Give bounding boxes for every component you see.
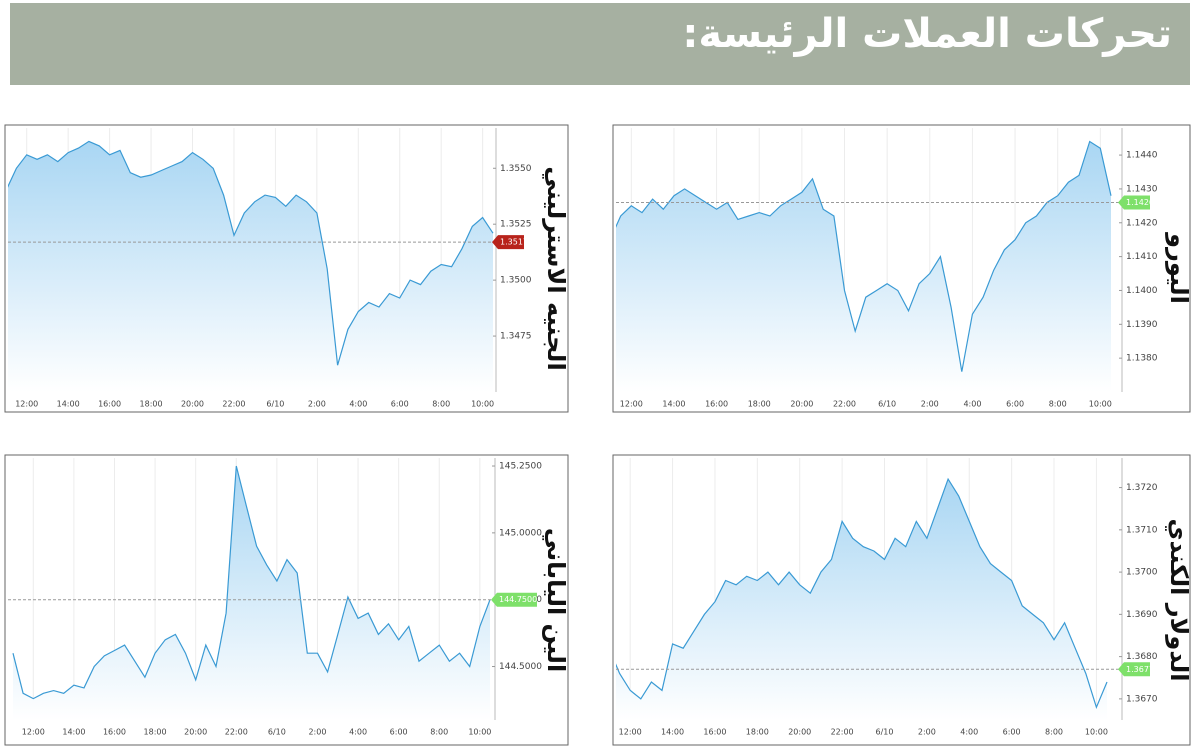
x-tick-label: 22:00 — [831, 728, 854, 737]
x-tick-label: 10:00 — [1085, 728, 1108, 737]
x-tick-label: 2:00 — [921, 400, 939, 409]
x-tick-label: 22:00 — [833, 400, 856, 409]
line — [616, 140, 1112, 372]
x-tick-label: 6/10 — [268, 728, 286, 737]
x-tick-label: 6/10 — [878, 400, 896, 409]
x-tick-label: 20:00 — [181, 400, 204, 409]
y-tick-label: 1.1400 — [1126, 286, 1158, 296]
area — [8, 141, 493, 392]
x-tick-label: 6:00 — [390, 728, 408, 737]
current-marker — [1118, 662, 1150, 677]
x-tick-label: 2:00 — [308, 728, 326, 737]
y-tick-label: 145.2500 — [499, 462, 542, 472]
x-tick-label: 4:00 — [963, 400, 981, 409]
area — [616, 479, 1107, 720]
x-tick-label: 2:00 — [308, 400, 326, 409]
x-tick-label: 6:00 — [391, 400, 409, 409]
x-tick-label: 22:00 — [225, 728, 248, 737]
x-tick-label: 8:00 — [1049, 400, 1067, 409]
x-tick-label: 14:00 — [661, 728, 684, 737]
y-tick-label: 144.5000 — [499, 662, 542, 672]
x-tick-label: 22:00 — [222, 400, 245, 409]
x-tick-label: 6:00 — [1006, 400, 1024, 409]
current-marker — [492, 235, 524, 250]
x-tick-label: 12:00 — [620, 400, 643, 409]
x-tick-label: 12:00 — [22, 728, 45, 737]
x-tick-label: 6/10 — [266, 400, 284, 409]
x-tick-label: 12:00 — [619, 728, 642, 737]
y-tick-label: 1.1390 — [1126, 320, 1158, 330]
y-tick-label: 1.3475 — [500, 332, 532, 342]
x-tick-label: 16:00 — [98, 400, 121, 409]
current-label: 144.7500 — [499, 595, 537, 604]
y-tick-label: 1.3680 — [1126, 652, 1158, 662]
x-tick-label: 18:00 — [746, 728, 769, 737]
current-marker — [1118, 195, 1150, 210]
y-tick-label: 1.3670 — [1126, 694, 1158, 704]
x-tick-label: 8:00 — [430, 728, 448, 737]
y-tick-label: 1.1420 — [1126, 218, 1158, 228]
y-tick-label: 145.0000 — [499, 528, 542, 538]
header-title: تحركات العملات الرئيسة: — [682, 11, 1172, 57]
area — [616, 141, 1111, 392]
y-tick-label: 1.3720 — [1126, 483, 1158, 493]
current-label: 1.3517 — [500, 238, 528, 247]
x-tick-label: 18:00 — [144, 728, 167, 737]
y-tick-label: 1.1380 — [1126, 354, 1158, 364]
y-tick-label: 1.3690 — [1126, 610, 1158, 620]
x-tick-label: 14:00 — [662, 400, 685, 409]
chart-title: الين الياباني — [542, 528, 570, 672]
x-tick-label: 12:00 — [15, 400, 38, 409]
line — [616, 477, 1108, 710]
x-tick-label: 18:00 — [140, 400, 163, 409]
x-tick-label: 4:00 — [349, 728, 367, 737]
x-tick-label: 10:00 — [1089, 400, 1112, 409]
x-tick-label: 2:00 — [918, 728, 936, 737]
current-label: 1.1426 — [1126, 198, 1154, 207]
x-tick-label: 20:00 — [184, 728, 207, 737]
y-tick-label: 1.3500 — [500, 276, 532, 286]
header-bar: تحركات العملات الرئيسة: — [10, 3, 1190, 85]
x-tick-label: 8:00 — [1045, 728, 1063, 737]
chart-title: الجنيه الاسترليني — [542, 166, 570, 370]
x-tick-label: 4:00 — [349, 400, 367, 409]
x-tick-label: 8:00 — [432, 400, 450, 409]
area — [13, 466, 490, 720]
x-tick-label: 6/10 — [876, 728, 894, 737]
x-tick-label: 14:00 — [57, 400, 80, 409]
x-tick-label: 20:00 — [790, 400, 813, 409]
chart-title: اليورو — [1165, 232, 1193, 304]
current-marker — [491, 592, 537, 607]
x-tick-label: 16:00 — [703, 728, 726, 737]
y-tick-label: 1.1430 — [1126, 184, 1158, 194]
y-tick-label: 1.3525 — [500, 220, 532, 230]
y-tick-label: 1.1440 — [1126, 151, 1158, 161]
y-tick-label: 1.1410 — [1126, 252, 1158, 262]
line — [12, 465, 491, 700]
x-tick-label: 16:00 — [705, 400, 728, 409]
x-tick-label: 10:00 — [468, 728, 491, 737]
x-tick-label: 18:00 — [748, 400, 771, 409]
current-label: 1.3677 — [1126, 665, 1154, 674]
x-tick-label: 10:00 — [471, 400, 494, 409]
x-tick-label: 4:00 — [960, 728, 978, 737]
x-tick-label: 20:00 — [788, 728, 811, 737]
x-tick-label: 16:00 — [103, 728, 126, 737]
chart-title: الدولار الكندي — [1165, 519, 1193, 682]
line — [8, 140, 494, 366]
y-tick-label: 1.3550 — [500, 164, 532, 174]
x-tick-label: 14:00 — [62, 728, 85, 737]
y-tick-label: 1.3710 — [1126, 525, 1158, 535]
x-tick-label: 6:00 — [1003, 728, 1021, 737]
y-tick-label: 1.3700 — [1126, 568, 1158, 578]
